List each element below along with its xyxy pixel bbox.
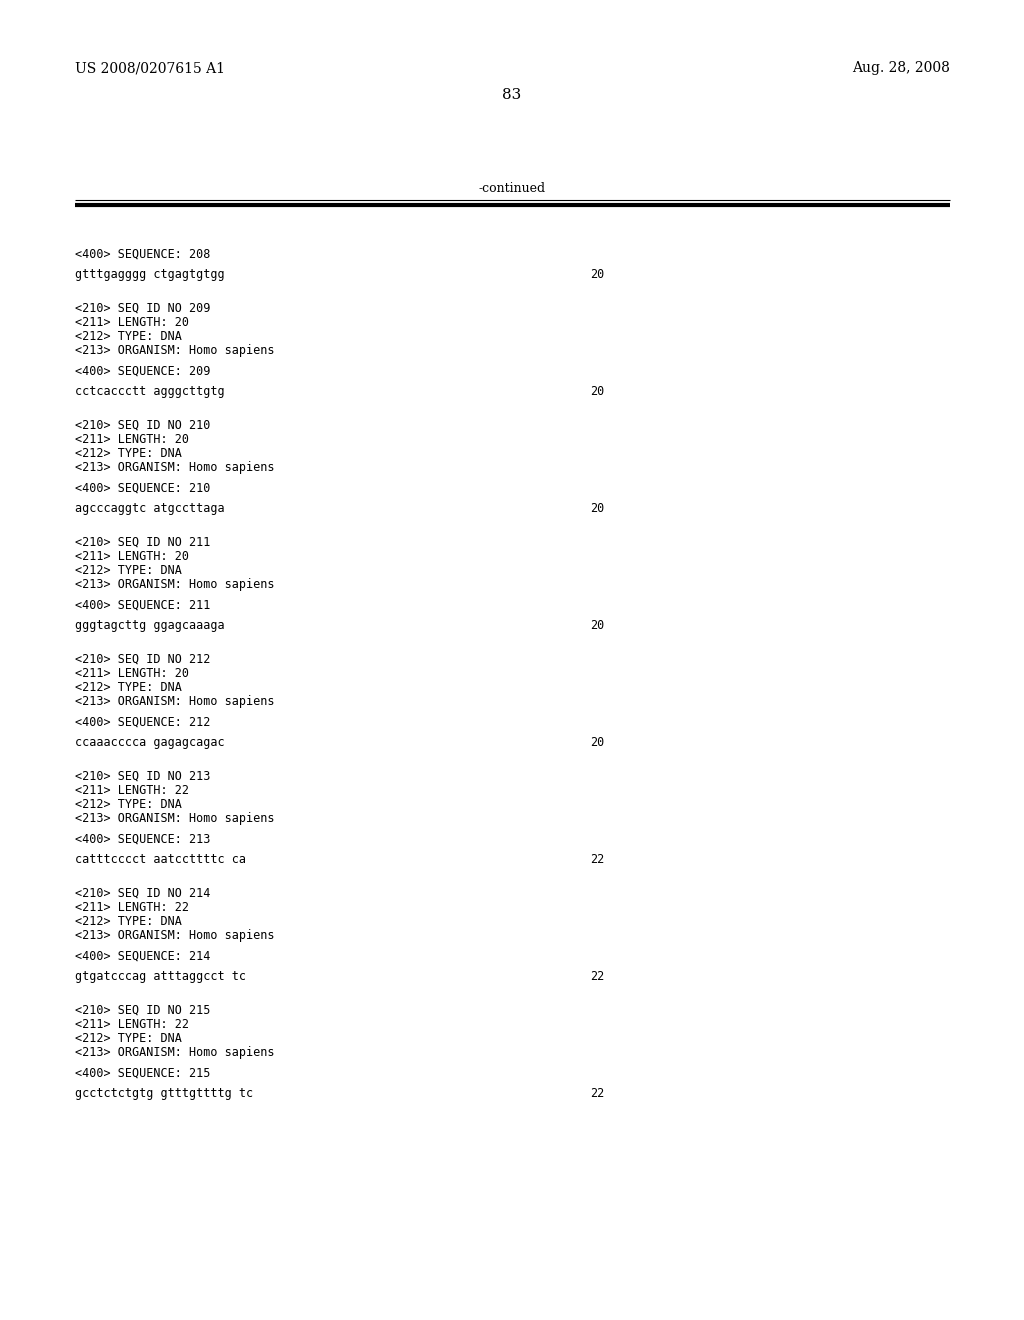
Text: Aug. 28, 2008: Aug. 28, 2008 xyxy=(852,61,950,75)
Text: <211> LENGTH: 20: <211> LENGTH: 20 xyxy=(75,550,189,564)
Text: <213> ORGANISM: Homo sapiens: <213> ORGANISM: Homo sapiens xyxy=(75,1045,274,1059)
Text: <400> SEQUENCE: 208: <400> SEQUENCE: 208 xyxy=(75,248,210,261)
Text: catttcccct aatccttttc ca: catttcccct aatccttttc ca xyxy=(75,853,246,866)
Text: 83: 83 xyxy=(503,88,521,102)
Text: <400> SEQUENCE: 211: <400> SEQUENCE: 211 xyxy=(75,599,210,612)
Text: <210> SEQ ID NO 215: <210> SEQ ID NO 215 xyxy=(75,1005,210,1016)
Text: <213> ORGANISM: Homo sapiens: <213> ORGANISM: Homo sapiens xyxy=(75,578,274,591)
Text: <212> TYPE: DNA: <212> TYPE: DNA xyxy=(75,799,182,810)
Text: <400> SEQUENCE: 209: <400> SEQUENCE: 209 xyxy=(75,366,210,378)
Text: <213> ORGANISM: Homo sapiens: <213> ORGANISM: Homo sapiens xyxy=(75,929,274,942)
Text: gggtagcttg ggagcaaaga: gggtagcttg ggagcaaaga xyxy=(75,619,224,632)
Text: <213> ORGANISM: Homo sapiens: <213> ORGANISM: Homo sapiens xyxy=(75,345,274,356)
Text: cctcaccctt agggcttgtg: cctcaccctt agggcttgtg xyxy=(75,385,224,399)
Text: US 2008/0207615 A1: US 2008/0207615 A1 xyxy=(75,61,225,75)
Text: <211> LENGTH: 22: <211> LENGTH: 22 xyxy=(75,902,189,913)
Text: <212> TYPE: DNA: <212> TYPE: DNA xyxy=(75,447,182,459)
Text: <400> SEQUENCE: 210: <400> SEQUENCE: 210 xyxy=(75,482,210,495)
Text: agcccaggtc atgccttaga: agcccaggtc atgccttaga xyxy=(75,502,224,515)
Text: <400> SEQUENCE: 212: <400> SEQUENCE: 212 xyxy=(75,715,210,729)
Text: <210> SEQ ID NO 214: <210> SEQ ID NO 214 xyxy=(75,887,210,900)
Text: <212> TYPE: DNA: <212> TYPE: DNA xyxy=(75,330,182,343)
Text: -continued: -continued xyxy=(478,181,546,194)
Text: 20: 20 xyxy=(590,619,604,632)
Text: gcctctctgtg gtttgttttg tc: gcctctctgtg gtttgttttg tc xyxy=(75,1086,253,1100)
Text: <211> LENGTH: 20: <211> LENGTH: 20 xyxy=(75,433,189,446)
Text: <212> TYPE: DNA: <212> TYPE: DNA xyxy=(75,1032,182,1045)
Text: <400> SEQUENCE: 214: <400> SEQUENCE: 214 xyxy=(75,950,210,964)
Text: <211> LENGTH: 22: <211> LENGTH: 22 xyxy=(75,1018,189,1031)
Text: <210> SEQ ID NO 211: <210> SEQ ID NO 211 xyxy=(75,536,210,549)
Text: 22: 22 xyxy=(590,970,604,983)
Text: gtttgagggg ctgagtgtgg: gtttgagggg ctgagtgtgg xyxy=(75,268,224,281)
Text: <212> TYPE: DNA: <212> TYPE: DNA xyxy=(75,915,182,928)
Text: 20: 20 xyxy=(590,268,604,281)
Text: 22: 22 xyxy=(590,853,604,866)
Text: <213> ORGANISM: Homo sapiens: <213> ORGANISM: Homo sapiens xyxy=(75,696,274,708)
Text: <212> TYPE: DNA: <212> TYPE: DNA xyxy=(75,681,182,694)
Text: <213> ORGANISM: Homo sapiens: <213> ORGANISM: Homo sapiens xyxy=(75,812,274,825)
Text: 20: 20 xyxy=(590,737,604,748)
Text: <400> SEQUENCE: 215: <400> SEQUENCE: 215 xyxy=(75,1067,210,1080)
Text: 20: 20 xyxy=(590,385,604,399)
Text: <210> SEQ ID NO 213: <210> SEQ ID NO 213 xyxy=(75,770,210,783)
Text: 22: 22 xyxy=(590,1086,604,1100)
Text: <400> SEQUENCE: 213: <400> SEQUENCE: 213 xyxy=(75,833,210,846)
Text: <213> ORGANISM: Homo sapiens: <213> ORGANISM: Homo sapiens xyxy=(75,461,274,474)
Text: <211> LENGTH: 20: <211> LENGTH: 20 xyxy=(75,315,189,329)
Text: <210> SEQ ID NO 212: <210> SEQ ID NO 212 xyxy=(75,653,210,667)
Text: <211> LENGTH: 22: <211> LENGTH: 22 xyxy=(75,784,189,797)
Text: <211> LENGTH: 20: <211> LENGTH: 20 xyxy=(75,667,189,680)
Text: 20: 20 xyxy=(590,502,604,515)
Text: gtgatcccag atttaggcct tc: gtgatcccag atttaggcct tc xyxy=(75,970,246,983)
Text: <210> SEQ ID NO 209: <210> SEQ ID NO 209 xyxy=(75,302,210,315)
Text: <212> TYPE: DNA: <212> TYPE: DNA xyxy=(75,564,182,577)
Text: ccaaacccca gagagcagac: ccaaacccca gagagcagac xyxy=(75,737,224,748)
Text: <210> SEQ ID NO 210: <210> SEQ ID NO 210 xyxy=(75,418,210,432)
